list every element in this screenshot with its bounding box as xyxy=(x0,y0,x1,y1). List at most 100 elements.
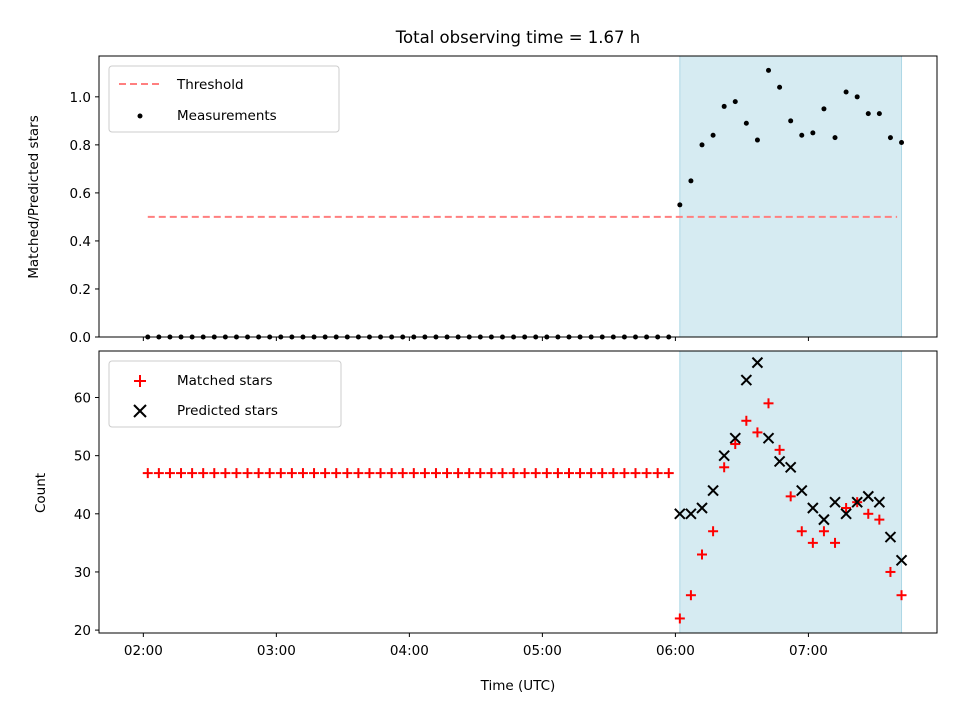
matched-star-point xyxy=(586,468,597,479)
measurement-point xyxy=(743,120,749,126)
predicted-star-point xyxy=(685,508,697,520)
matched-star-point xyxy=(674,613,685,624)
top-panel: 0.0 0.2 0.4 0.6 0.8 1.0 Matched/Predicted sta… xyxy=(26,55,938,346)
matched-star-point xyxy=(486,468,497,479)
top-axes-frame xyxy=(98,55,938,338)
matched-star-point xyxy=(796,526,807,537)
bottom-legend: Matched stars Predicted stars xyxy=(108,360,342,428)
measurement-point xyxy=(732,99,738,105)
matched-star-point xyxy=(231,468,242,479)
matched-star-point xyxy=(464,468,475,479)
matched-star-point xyxy=(708,526,719,537)
matched-star-point xyxy=(541,468,552,479)
measurement-point xyxy=(865,111,871,117)
y-tick-label: 40 xyxy=(74,507,91,523)
measurement-point xyxy=(810,130,816,136)
legend-predicted-label: Predicted stars xyxy=(177,403,278,419)
matched-star-point xyxy=(253,468,264,479)
matched-star-point xyxy=(309,468,320,479)
y-tick-label: 60 xyxy=(74,391,91,407)
predicted-star-point xyxy=(862,490,874,503)
x-axis-label: Time (UTC) xyxy=(480,678,556,694)
matched-star-point xyxy=(430,468,441,479)
matched-star-point xyxy=(807,537,818,548)
legend-matched-label: Matched stars xyxy=(177,373,273,389)
top-y-ticks: 0.0 0.2 0.4 0.6 0.8 1.0 xyxy=(70,90,99,346)
legend-measurements-label: Measurements xyxy=(177,108,277,124)
matched-star-point xyxy=(874,514,885,525)
matched-star-point xyxy=(608,468,619,479)
matched-star-point xyxy=(774,444,785,455)
matched-star-point xyxy=(142,468,153,479)
legend-threshold-label: Threshold xyxy=(176,77,244,93)
predicted-star-point xyxy=(840,508,852,520)
matched-star-point xyxy=(198,468,209,479)
matched-star-point xyxy=(763,398,774,409)
matched-star-point xyxy=(397,468,408,479)
matched-star-point xyxy=(552,468,563,479)
matched-star-point xyxy=(375,468,386,479)
matched-star-point xyxy=(176,468,187,479)
y-tick-label: 20 xyxy=(74,623,91,639)
predicted-star-point xyxy=(740,374,753,386)
matched-star-point xyxy=(697,549,708,560)
measurement-point xyxy=(876,111,882,117)
predicted-star-point xyxy=(762,432,775,444)
measurement-point xyxy=(832,135,838,141)
matched-star-point xyxy=(220,468,231,479)
matched-star-point xyxy=(652,468,663,479)
matched-star-point xyxy=(264,468,275,479)
measurement-point xyxy=(721,103,727,109)
predicted-star-point xyxy=(751,356,764,369)
bottom-series-layer xyxy=(142,356,908,624)
measurement-point xyxy=(821,106,827,112)
measurement-point xyxy=(854,94,860,100)
matched-star-point xyxy=(475,468,486,479)
measurement-point xyxy=(777,84,783,90)
matched-star-point xyxy=(320,468,331,479)
measurement-point xyxy=(699,142,705,148)
matched-star-point xyxy=(342,468,353,479)
measurement-point xyxy=(788,118,794,124)
predicted-star-point xyxy=(873,496,886,508)
matched-star-point xyxy=(242,468,253,479)
matched-star-point xyxy=(519,468,530,479)
matched-star-point xyxy=(630,468,641,479)
y-tick-label: 0.8 xyxy=(70,138,91,154)
matched-star-point xyxy=(419,468,430,479)
matched-star-point xyxy=(530,468,541,479)
y-tick-label: 1.0 xyxy=(70,90,91,106)
matched-star-point xyxy=(364,468,375,479)
matched-star-point xyxy=(885,566,896,577)
matched-star-point xyxy=(353,468,364,479)
x-tick-label: 03:00 xyxy=(257,643,296,659)
measurement-point xyxy=(899,139,905,145)
matched-star-point xyxy=(863,508,874,519)
y-tick-label: 0.4 xyxy=(70,234,91,250)
x-tick-label: 02:00 xyxy=(124,643,163,659)
matched-star-point xyxy=(719,462,730,473)
matched-star-point xyxy=(497,468,508,479)
measurement-point xyxy=(766,67,772,73)
top-legend-box xyxy=(108,65,340,133)
legend-measurements-swatch xyxy=(137,113,143,119)
x-tick-label: 05:00 xyxy=(523,643,562,659)
top-legend: Threshold Measurements xyxy=(108,65,340,133)
matched-star-point xyxy=(297,468,308,479)
matched-star-point xyxy=(785,491,796,502)
measurement-point xyxy=(688,178,694,184)
predicted-star-point xyxy=(895,554,908,567)
matched-star-point xyxy=(730,439,741,450)
bottom-legend-box xyxy=(108,360,342,428)
matched-star-point xyxy=(386,468,397,479)
matched-star-point xyxy=(508,468,519,479)
measurement-point xyxy=(887,135,893,141)
top-x-ticks xyxy=(142,337,809,341)
measurement-point xyxy=(754,137,760,143)
predicted-star-point xyxy=(718,449,730,462)
y-tick-label: 0.6 xyxy=(70,186,91,202)
matched-star-point xyxy=(619,468,630,479)
matched-star-point xyxy=(453,468,464,479)
y-tick-label: 50 xyxy=(74,449,91,465)
